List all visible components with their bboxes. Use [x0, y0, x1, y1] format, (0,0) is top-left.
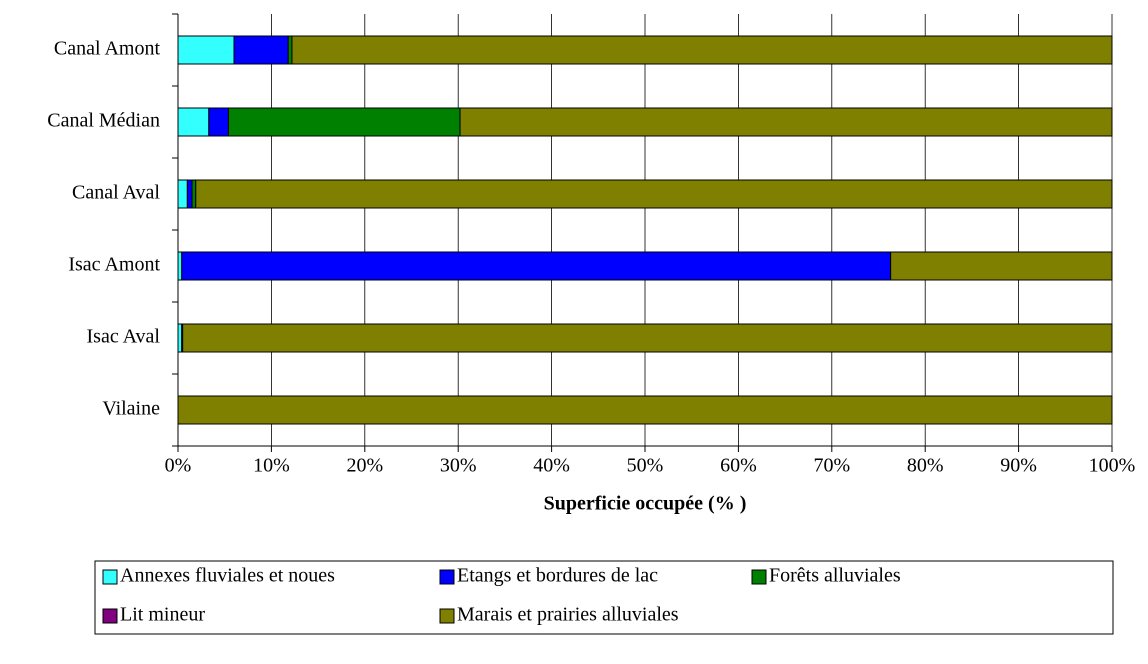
bar-segment — [177, 323, 183, 353]
bar-segment — [186, 179, 193, 209]
bar-segment — [291, 35, 1113, 65]
x-tick-label: 100% — [1089, 455, 1136, 477]
legend-label: Annexes fluviales et noues — [120, 565, 335, 587]
legend-box — [94, 560, 1114, 635]
x-tick-label: 60% — [720, 455, 757, 477]
legend-swatch — [102, 608, 118, 624]
legend-label: Etangs et bordures de lac — [457, 565, 658, 587]
bar-segment — [227, 107, 461, 137]
bar-segment — [177, 179, 188, 209]
bar-segment — [177, 35, 235, 65]
x-tick-label: 90% — [1000, 455, 1037, 477]
legend-swatch — [439, 569, 455, 585]
y-tick-label: Canal Aval — [72, 182, 160, 204]
bar-segment — [195, 179, 1113, 209]
x-tick-label: 0% — [165, 455, 192, 477]
x-tick-label: 10% — [253, 455, 290, 477]
legend-swatch — [102, 569, 118, 585]
bar-segment — [182, 323, 1113, 353]
bar-segment — [233, 35, 289, 65]
x-tick-label: 20% — [346, 455, 383, 477]
x-tick-label: 70% — [813, 455, 850, 477]
bar-segment — [287, 35, 293, 65]
legend-swatch — [751, 569, 767, 585]
legend-swatch — [439, 608, 455, 624]
bar-segment — [177, 251, 183, 281]
legend-label: Marais et prairies alluviales — [457, 604, 679, 626]
x-tick-label: 30% — [440, 455, 477, 477]
x-tick-label: 80% — [907, 455, 944, 477]
legend-label: Forêts alluviales — [769, 565, 901, 587]
bar-segment — [191, 179, 197, 209]
bar-segment — [177, 395, 1113, 425]
y-tick-label: Canal Médian — [47, 110, 160, 132]
y-tick-label: Isac Aval — [87, 326, 161, 348]
x-tick-label: 40% — [533, 455, 570, 477]
y-tick-label: Isac Amont — [68, 254, 160, 276]
y-tick-label: Canal Amont — [54, 38, 161, 60]
y-tick-label: Vilaine — [102, 398, 160, 420]
bar-segment — [890, 251, 1113, 281]
bar-segment — [177, 107, 210, 137]
bar-segment — [459, 107, 1113, 137]
x-tick-label: 50% — [627, 455, 664, 477]
bar-segment — [208, 107, 229, 137]
legend-label: Lit mineur — [120, 604, 205, 626]
x-axis-title: Superficie occupée (% ) — [544, 493, 747, 515]
bar-segment — [181, 251, 892, 281]
